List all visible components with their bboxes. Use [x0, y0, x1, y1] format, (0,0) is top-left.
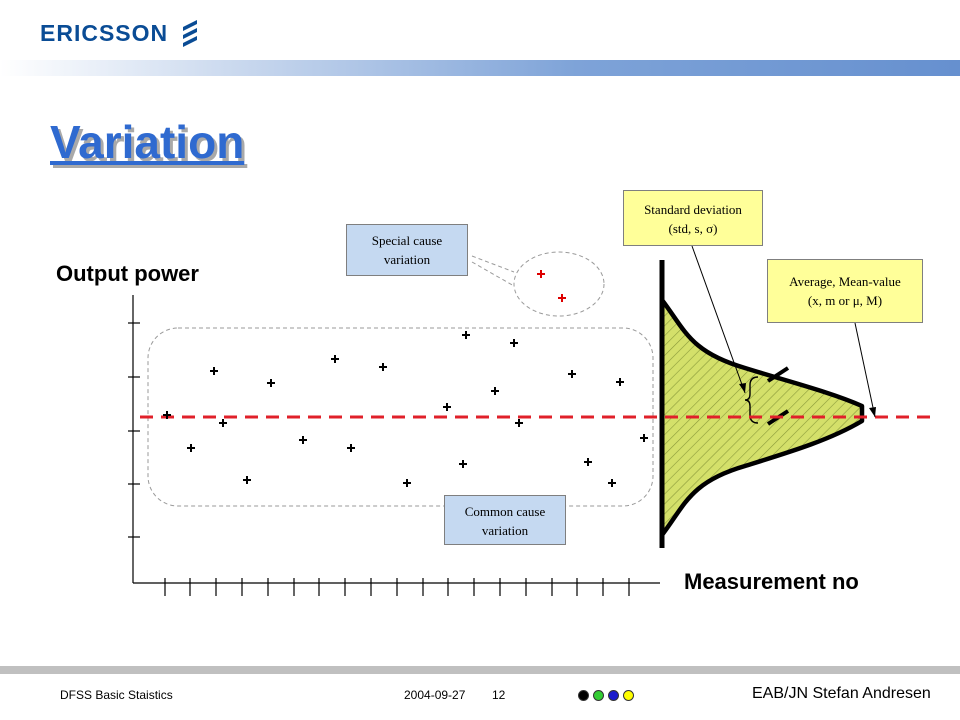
- average-label-line1: Average, Mean-value: [789, 274, 901, 289]
- std-dev-callout: Standard deviation (std, s, σ): [623, 190, 763, 246]
- std-dev-label-line1: Standard deviation: [644, 202, 742, 217]
- special-cause-callout: Special cause variation: [346, 224, 468, 276]
- x-axis-ticks: [164, 578, 630, 596]
- common-cause-callout: Common cause variation: [444, 495, 566, 545]
- special-cause-label-line1: Special cause: [371, 233, 443, 248]
- footer-dot-green: [593, 690, 604, 701]
- y-axis-ticks: [128, 322, 140, 538]
- footer-page-number: 12: [492, 688, 506, 702]
- footer-dot-blue: [608, 690, 619, 701]
- header-bar: [0, 60, 960, 76]
- footer-dot-yellow: [623, 690, 634, 701]
- special-cause-points: [537, 270, 566, 302]
- y-axis-label: Output power: [56, 261, 199, 286]
- special-cause-label-line2: variation: [383, 252, 431, 267]
- logo-text: ERICSSON: [40, 19, 169, 46]
- ericsson-mark-icon: [183, 20, 198, 47]
- callout-arrows: [691, 245, 876, 418]
- footer-bar: [0, 666, 960, 674]
- special-cause-pointer: [471, 261, 515, 287]
- footer-dot-black: [578, 690, 589, 701]
- footer-author: EAB/JN Stefan Andresen: [752, 685, 931, 702]
- average-label-line2: (x, m or μ, M): [807, 293, 883, 308]
- std-dev-label-line2: (std, s, σ): [668, 221, 718, 236]
- std-dev-marker-upper: [766, 366, 790, 383]
- common-cause-points: [163, 331, 648, 487]
- common-cause-label-line1: Common cause: [464, 504, 546, 519]
- ericsson-logo: ERICSSON: [40, 18, 200, 48]
- footer-date: 2004-09-27: [404, 688, 466, 702]
- x-axis-label: Measurement no: [684, 569, 859, 594]
- common-cause-label-line2: variation: [481, 523, 529, 538]
- special-cause-pointer: [471, 255, 515, 273]
- average-callout: Average, Mean-value (x, m or μ, M): [767, 259, 923, 323]
- special-cause-bubble: [513, 251, 605, 317]
- slide-title: Variation: [50, 116, 245, 168]
- footer-course-title: DFSS Basic Staistics: [60, 688, 173, 702]
